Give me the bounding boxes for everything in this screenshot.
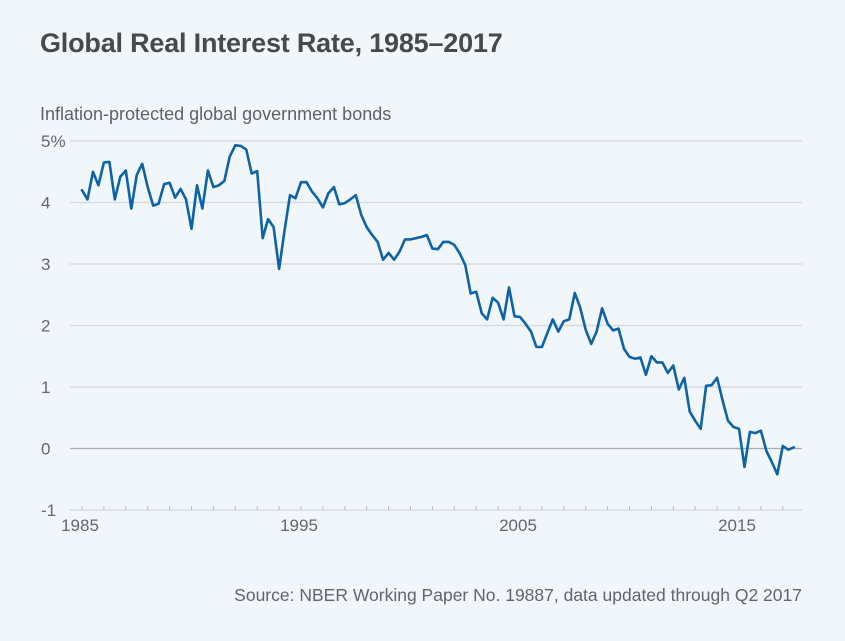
- y-tick-label: 0: [41, 440, 50, 459]
- y-tick-label: 3: [41, 255, 50, 274]
- y-tick-label: 4: [41, 194, 50, 213]
- x-tick-label: 1995: [280, 516, 318, 535]
- y-tick-label: 1: [41, 378, 50, 397]
- y-tick-label: 5%: [41, 132, 66, 151]
- x-axis: [70, 506, 802, 511]
- x-tick-label: 1985: [61, 516, 99, 535]
- chart-title: Global Real Interest Rate, 1985–2017: [40, 28, 503, 58]
- chart-subtitle: Inflation-protected global government bo…: [40, 104, 392, 124]
- x-tick-label: 2005: [499, 516, 537, 535]
- series-layer: [80, 144, 796, 476]
- y-tick-label: -1: [41, 501, 56, 520]
- x-tick-label: 2015: [718, 516, 756, 535]
- series-line: [80, 144, 796, 476]
- x-axis-tick-labels: 1985 1995 2005 2015: [61, 516, 756, 535]
- gridlines: [70, 140, 802, 450]
- y-tick-label: 2: [41, 317, 50, 336]
- source-note: Source: NBER Working Paper No. 19887, da…: [234, 585, 802, 605]
- y-axis-tick-labels: 5% 4 3 2 1 0 -1: [41, 132, 66, 520]
